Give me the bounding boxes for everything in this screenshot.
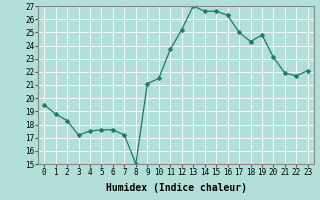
X-axis label: Humidex (Indice chaleur): Humidex (Indice chaleur) (106, 183, 246, 193)
